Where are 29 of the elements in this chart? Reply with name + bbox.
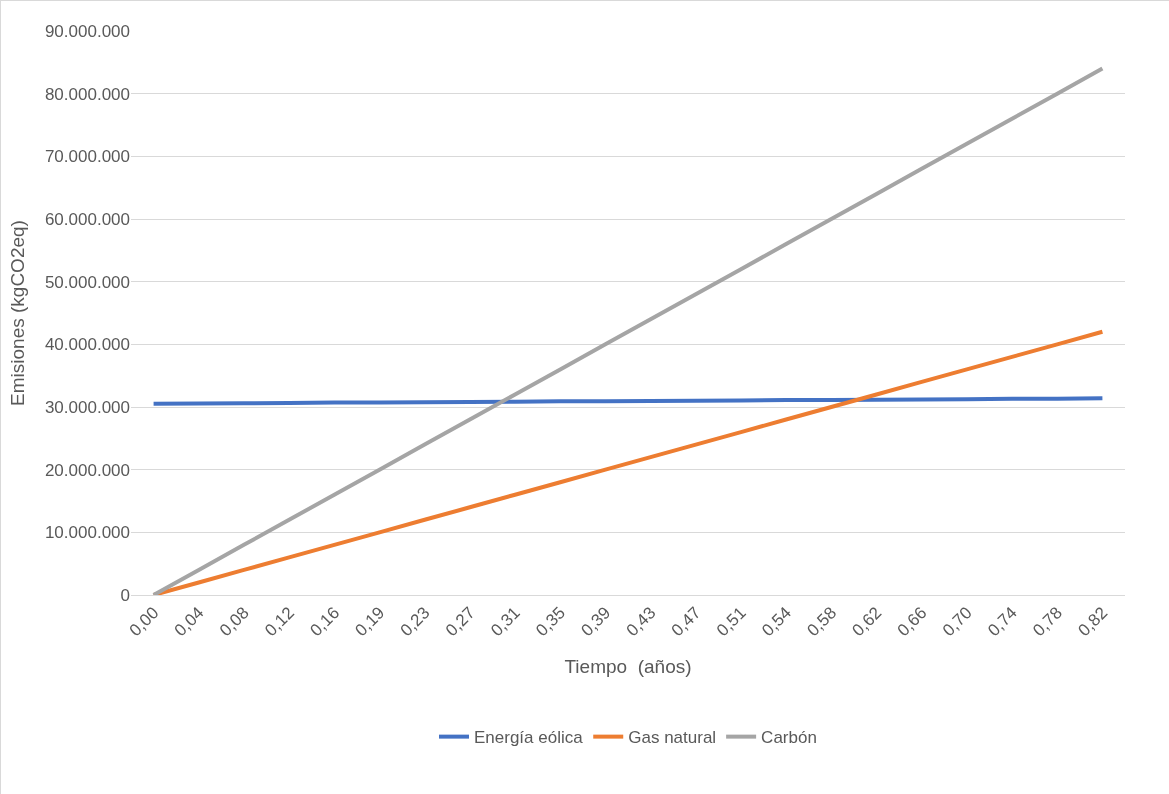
- y-tick-label: 20.000.000: [44, 460, 130, 480]
- line-series: [151, 66, 1105, 595]
- y-tick-label: 70.000.000: [44, 147, 130, 167]
- x-tick-label: 0,39: [577, 603, 615, 641]
- x-tick-label: 0,00: [125, 603, 163, 641]
- y-tick-label: 90.000.000: [44, 21, 130, 41]
- legend-label: Gas natural: [628, 728, 717, 748]
- x-tick-label: 0,16: [306, 603, 344, 641]
- x-tick-label: 0,43: [622, 603, 660, 641]
- legend-label: Carbón: [761, 728, 817, 748]
- x-tick-label: 0,51: [712, 603, 750, 641]
- x-tick-label: 0,31: [487, 603, 524, 641]
- y-tick-label: 0: [120, 585, 130, 605]
- x-tick-label: 0,62: [848, 603, 886, 641]
- legend-label: Energía eólica: [474, 728, 584, 748]
- y-axis-title: Emisiones (kgCO2eq): [6, 220, 28, 406]
- y-tick-label: 80.000.000: [44, 84, 130, 104]
- x-tick-label: 0,04: [170, 603, 208, 641]
- y-tick-label: 10.000.000: [44, 523, 130, 543]
- x-tick-label: 0,66: [893, 603, 931, 641]
- x-tick-label: 0,19: [351, 603, 389, 641]
- y-tick-label: 40.000.000: [44, 335, 130, 355]
- y-tick-label: 50.000.000: [44, 272, 130, 292]
- y-tick-label: 30.000.000: [44, 397, 130, 417]
- x-tick-label: 0,82: [1074, 603, 1112, 641]
- x-axis-title: Tiempo (años): [564, 655, 692, 677]
- x-tick-label: 0,58: [803, 603, 841, 641]
- y-tick-label: 60.000.000: [44, 209, 130, 229]
- x-tick-label: 0,23: [396, 603, 434, 641]
